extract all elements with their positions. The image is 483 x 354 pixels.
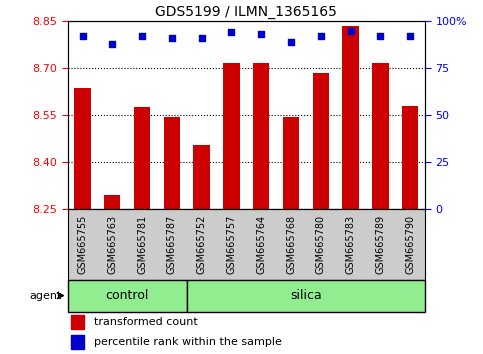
Point <box>79 33 86 39</box>
Bar <box>223 63 240 209</box>
Bar <box>253 63 270 209</box>
Bar <box>71 335 84 348</box>
Bar <box>194 145 210 209</box>
Point <box>287 39 295 45</box>
Bar <box>134 107 150 209</box>
Text: control: control <box>105 289 149 302</box>
Point <box>227 30 235 35</box>
Title: GDS5199 / ILMN_1365165: GDS5199 / ILMN_1365165 <box>156 5 337 19</box>
Bar <box>342 26 359 209</box>
Text: GSM665768: GSM665768 <box>286 215 296 274</box>
Text: GSM665763: GSM665763 <box>107 215 117 274</box>
Text: transformed count: transformed count <box>95 318 198 327</box>
Text: GSM665755: GSM665755 <box>77 215 87 274</box>
Bar <box>164 116 180 209</box>
Text: GSM665790: GSM665790 <box>405 215 415 274</box>
Bar <box>313 73 329 209</box>
Text: GSM665783: GSM665783 <box>345 215 355 274</box>
Bar <box>104 195 120 209</box>
Point <box>406 33 414 39</box>
Point <box>198 35 206 41</box>
Text: GSM665789: GSM665789 <box>375 215 385 274</box>
Bar <box>402 105 418 209</box>
Bar <box>74 88 91 209</box>
Bar <box>283 116 299 209</box>
Bar <box>187 280 425 312</box>
Text: silica: silica <box>290 289 322 302</box>
Text: GSM665752: GSM665752 <box>197 215 207 274</box>
Point <box>347 28 355 33</box>
Text: agent: agent <box>29 291 61 301</box>
Bar <box>372 63 388 209</box>
Text: GSM665787: GSM665787 <box>167 215 177 274</box>
Point <box>317 33 325 39</box>
Text: GSM665764: GSM665764 <box>256 215 266 274</box>
Text: GSM665757: GSM665757 <box>227 215 237 274</box>
Text: percentile rank within the sample: percentile rank within the sample <box>95 337 282 347</box>
Bar <box>68 280 187 312</box>
Point <box>168 35 176 41</box>
Text: GSM665781: GSM665781 <box>137 215 147 274</box>
Text: GSM665780: GSM665780 <box>316 215 326 274</box>
Point <box>109 41 116 47</box>
Point <box>138 33 146 39</box>
Point <box>377 33 384 39</box>
Point <box>257 32 265 37</box>
Bar <box>71 315 84 329</box>
